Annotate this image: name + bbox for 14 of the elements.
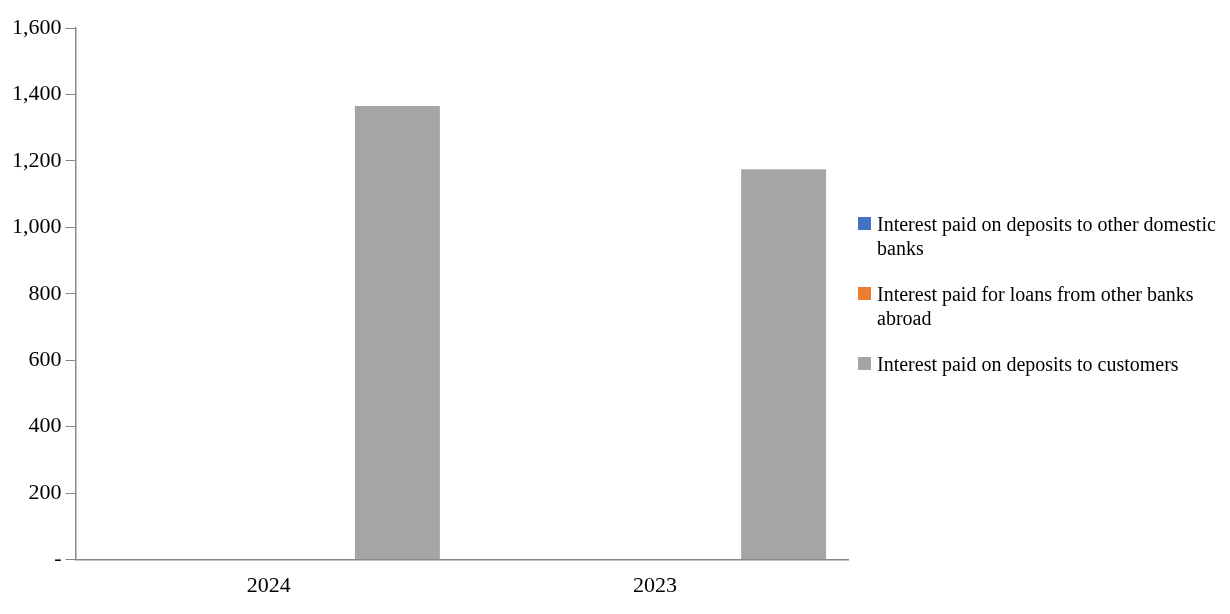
legend-label: Interest paid for loans from other banks abroad bbox=[877, 282, 1195, 330]
y-tick-label: 1,200 bbox=[12, 146, 62, 172]
y-tick-label: - bbox=[54, 545, 62, 571]
y-tick-label: 200 bbox=[28, 478, 62, 504]
legend-label: Interest paid on deposits to customers bbox=[877, 352, 1179, 376]
y-tick-label: 1,600 bbox=[12, 13, 62, 39]
legend-label: Interest paid on deposits to other domestic banks bbox=[877, 212, 1217, 260]
y-tick-label: 1,400 bbox=[12, 80, 62, 106]
x-tick-label: 2024 bbox=[246, 571, 291, 597]
y-tick-label: 1,000 bbox=[12, 213, 62, 239]
y-tick-label: 800 bbox=[28, 279, 62, 305]
x-tick-label: 2023 bbox=[632, 571, 677, 597]
y-tick-label: 600 bbox=[28, 346, 62, 372]
y-tick-label: 400 bbox=[28, 412, 62, 438]
